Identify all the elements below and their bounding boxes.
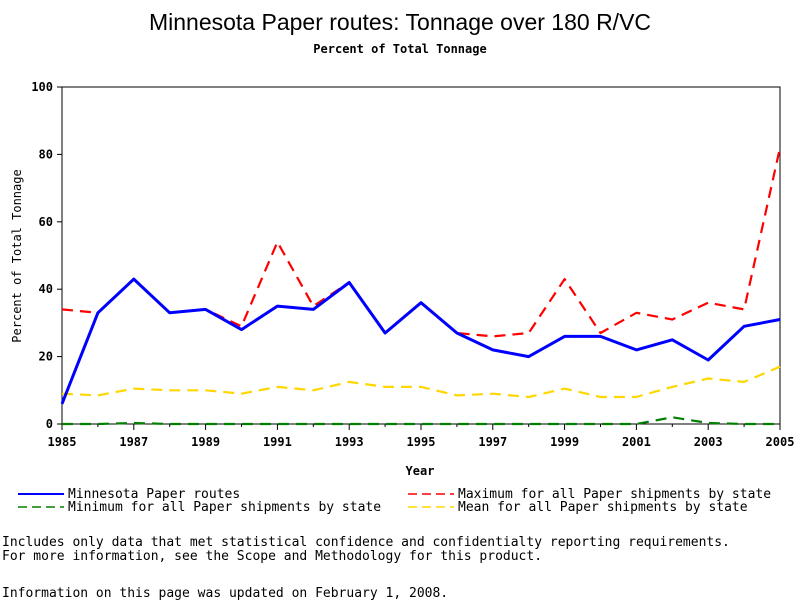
y-tick-label: 60 — [39, 215, 53, 229]
x-tick-label: 1997 — [478, 435, 507, 449]
y-tick-label: 0 — [46, 417, 53, 431]
note-updated: Information on this page was updated on … — [2, 586, 449, 601]
y-axis-label: Percent of Total Tonnage — [10, 169, 24, 342]
chart-title: Minnesota Paper routes: Tonnage over 180… — [149, 9, 651, 35]
line-chart: Minnesota Paper routes: Tonnage over 180… — [10, 9, 795, 515]
x-tick-label: 1993 — [335, 435, 364, 449]
series-line-mean — [61, 365, 781, 399]
x-tick-label: 2005 — [766, 435, 795, 449]
x-tick-label: 1985 — [48, 435, 77, 449]
legend: Minnesota Paper routes Maximum for all P… — [18, 487, 771, 515]
chart-subtitle: Percent of Total Tonnage — [313, 42, 486, 56]
y-tick-label: 40 — [39, 282, 53, 296]
x-axis-label: Year — [406, 464, 435, 478]
legend-label-minnesota: Minnesota Paper routes — [68, 487, 240, 502]
plot-area — [61, 86, 781, 425]
y-axis: 0 20 40 60 80 100 — [31, 80, 62, 431]
x-axis: 1985 1987 1989 1991 1993 1995 1997 1999 2001 2003… — [48, 424, 795, 449]
series-line-minnesota — [60, 277, 781, 405]
x-tick-label: 1987 — [119, 435, 148, 449]
series-line-maximum — [61, 147, 782, 338]
x-tick-label: 1995 — [407, 435, 436, 449]
note-confidentiality: Includes only data that met statistical … — [2, 535, 730, 550]
x-tick-label: 2001 — [622, 435, 651, 449]
y-tick-label: 80 — [39, 147, 53, 161]
series-group — [60, 147, 782, 426]
y-tick-label: 100 — [31, 80, 53, 94]
x-tick-label: 1999 — [550, 435, 579, 449]
x-tick-label: 1989 — [191, 435, 220, 449]
x-tick-label: 1991 — [263, 435, 292, 449]
series-line-minimum — [62, 416, 780, 426]
y-tick-label: 20 — [39, 350, 53, 364]
legend-label-maximum: Maximum for all Paper shipments by state — [458, 487, 771, 502]
legend-label-minimum: Minimum for all Paper shipments by state — [68, 500, 381, 515]
legend-label-mean: Mean for all Paper shipments by state — [458, 500, 748, 515]
x-tick-label: 2003 — [694, 435, 723, 449]
note-methodology: For more information, see the Scope and … — [2, 549, 543, 564]
